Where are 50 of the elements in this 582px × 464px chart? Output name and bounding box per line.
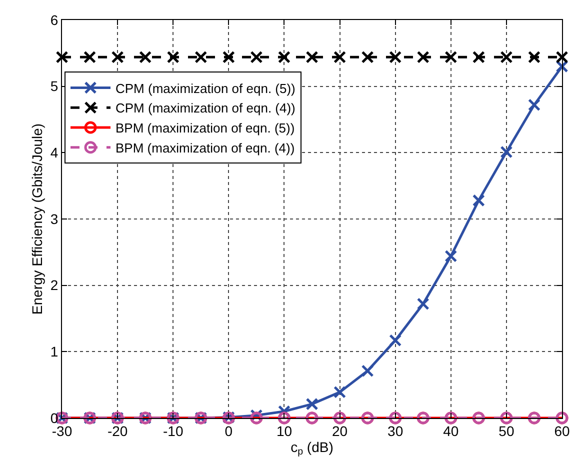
y-tick-label: 5 — [50, 78, 58, 94]
legend-label: BPM (maximization of eqn. (5)) — [116, 120, 295, 136]
x-tick-label: -20 — [107, 422, 128, 439]
point — [444, 50, 458, 64]
point — [472, 50, 485, 64]
point — [472, 194, 485, 207]
point — [139, 50, 152, 64]
point — [56, 50, 68, 64]
point — [389, 50, 402, 64]
point — [194, 50, 208, 64]
y-tick-label: 2 — [50, 277, 58, 294]
y-tick-label: 1 — [50, 344, 58, 360]
point — [416, 298, 430, 310]
x-tick-label: 60 — [554, 422, 570, 439]
point — [222, 50, 235, 64]
point — [500, 146, 513, 158]
point — [306, 50, 318, 64]
point — [278, 50, 290, 64]
point — [306, 398, 318, 410]
point — [334, 50, 346, 64]
point — [334, 386, 346, 398]
x-tick-label: 40 — [443, 422, 459, 439]
point — [361, 364, 374, 378]
y-tick-label: 6 — [50, 12, 58, 28]
y-axis-title: Energy Efficiency (Gbits/Joule) — [29, 123, 46, 315]
y-tick-label: 3 — [50, 210, 58, 227]
point — [361, 50, 374, 64]
point — [166, 50, 180, 64]
x-tick-label: 30 — [388, 422, 404, 439]
x-axis-title: c$_{p}$ (dB) — [290, 438, 334, 458]
point — [528, 98, 540, 112]
legend-label: CPM (maximization of eqn. (4)) — [116, 100, 296, 116]
point — [416, 50, 430, 64]
point — [250, 50, 263, 64]
point — [111, 50, 124, 64]
point — [389, 334, 402, 347]
point — [84, 50, 96, 64]
point — [500, 50, 513, 64]
x-tick-label: -30 — [52, 422, 72, 439]
point — [556, 50, 568, 64]
point — [444, 250, 458, 262]
x-tick-label: 10 — [276, 422, 292, 439]
y-tick-label: 4 — [50, 144, 58, 161]
point — [528, 50, 540, 64]
x-tick-label: 20 — [332, 422, 348, 439]
legend-label: BPM (maximization of eqn. (4)) — [116, 140, 295, 156]
x-tick-label: -10 — [162, 422, 184, 439]
legend-label: CPM (maximization of eqn. (5)) — [116, 80, 296, 96]
x-tick-label: 0 — [224, 422, 233, 439]
x-tick-label: 50 — [498, 422, 514, 439]
